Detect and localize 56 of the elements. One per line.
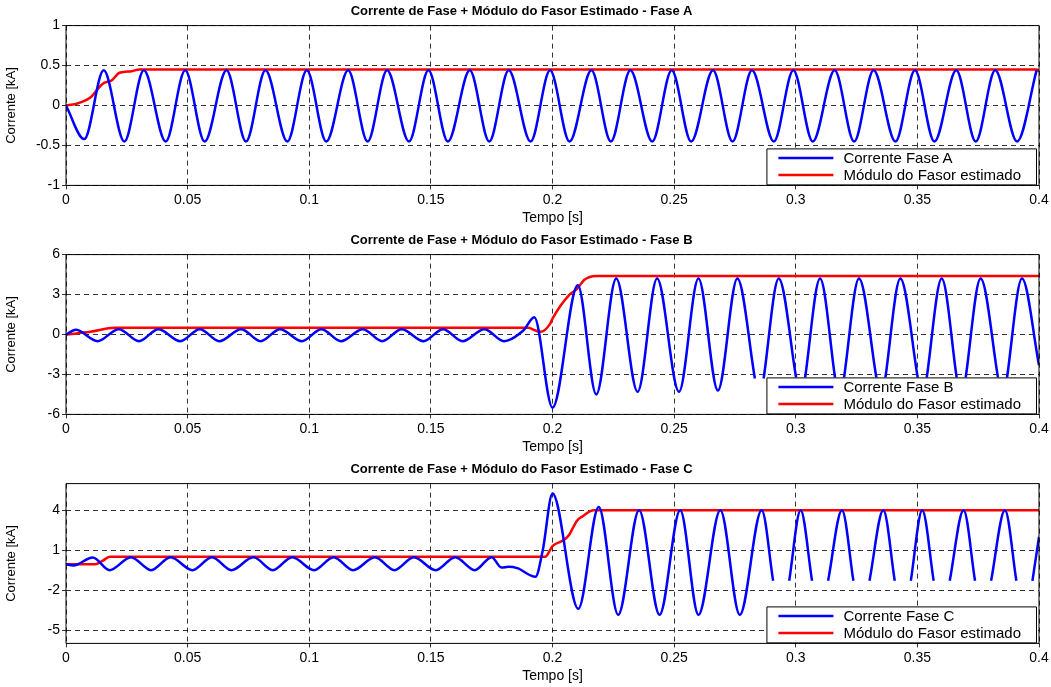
- x-tick-label: 0.35: [903, 419, 932, 436]
- y-axis-title: Corrente [kA]: [3, 525, 19, 602]
- x-tick-label: 0.4: [1029, 648, 1049, 665]
- legend-label: Módulo do Fasor estimado: [843, 624, 1021, 642]
- x-tick-label: 0.3: [786, 190, 806, 207]
- y-tick-label: 6: [52, 245, 61, 262]
- x-tick-label: 0.25: [660, 648, 688, 665]
- y-tick-label: -6: [47, 405, 61, 422]
- x-tick-label: 0.35: [903, 190, 932, 207]
- chart-title: Corrente de Fase + Módulo do Fasor Estimado - Fase B: [350, 232, 693, 248]
- x-tick-label: 0.05: [174, 648, 202, 665]
- x-tick-label: 0.15: [417, 190, 445, 207]
- x-tick-label: 0.4: [1029, 190, 1049, 207]
- y-tick-label: 1: [52, 541, 61, 558]
- x-tick-label: 0.1: [299, 419, 320, 436]
- y-axis-title: Corrente [kA]: [3, 296, 19, 373]
- y-tick-label: 3: [52, 285, 61, 302]
- x-axis-title: Tempo [s]: [522, 438, 583, 455]
- y-tick-label: -0.5: [35, 136, 61, 153]
- y-tick-label: -2: [47, 580, 61, 597]
- y-tick-label: 0: [52, 96, 61, 113]
- y-tick-label: 4: [52, 501, 61, 518]
- x-tick-label: 0.3: [786, 648, 806, 665]
- y-tick-label: 1: [52, 16, 61, 33]
- x-tick-label: 0.15: [417, 419, 445, 436]
- x-tick-label: 0.05: [174, 419, 202, 436]
- x-tick-label: 0.25: [660, 190, 688, 207]
- legend-label: Módulo do Fasor estimado: [843, 166, 1021, 184]
- y-tick-label: -5: [47, 620, 61, 637]
- x-tick-label: 0.3: [786, 419, 806, 436]
- legend-label: Módulo do Fasor estimado: [843, 395, 1021, 413]
- x-axis-title: Tempo [s]: [522, 667, 583, 684]
- legend-label: Corrente Fase B: [843, 378, 954, 396]
- chart-title: Corrente de Fase + Módulo do Fasor Estimado - Fase A: [350, 3, 693, 19]
- line-series: [66, 68, 1039, 107]
- y-tick-label: 0: [52, 325, 61, 342]
- x-tick-label: 0.2: [542, 419, 563, 436]
- legend-label: Corrente Fase C: [843, 607, 955, 625]
- y-axis-title: Corrente [kA]: [3, 67, 19, 144]
- x-tick-label: 0.2: [542, 190, 563, 207]
- chart-title: Corrente de Fase + Módulo do Fasor Estimado - Fase C: [350, 461, 694, 477]
- x-tick-label: 0.25: [660, 419, 688, 436]
- x-tick-label: 0.2: [542, 648, 563, 665]
- line-series: [66, 274, 1039, 336]
- y-tick-label: -1: [47, 176, 61, 193]
- x-tick-label: 0.1: [299, 190, 320, 207]
- x-tick-label: 0.35: [903, 648, 932, 665]
- line-series: [66, 69, 1038, 143]
- legend-label: Corrente Fase A: [843, 149, 953, 167]
- x-tick-label: 0.4: [1029, 419, 1049, 436]
- x-tick-label: 0.15: [417, 648, 445, 665]
- y-tick-label: -3: [47, 365, 61, 382]
- x-tick-label: 0.05: [174, 190, 202, 207]
- x-tick-label: 0.1: [299, 648, 320, 665]
- x-axis-title: Tempo [s]: [522, 209, 583, 226]
- y-tick-label: 0.5: [40, 56, 61, 73]
